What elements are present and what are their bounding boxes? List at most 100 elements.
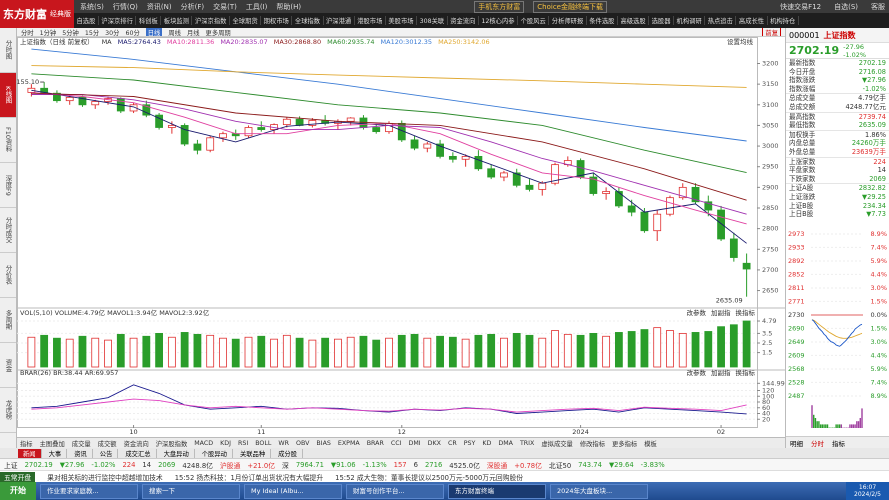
nav-tab[interactable]: 科创板	[136, 16, 162, 25]
top-right-item[interactable]: 客服	[871, 2, 886, 11]
quote-tab[interactable]: 指标	[832, 440, 845, 448]
period-button[interactable]: 15分	[84, 29, 100, 37]
indicator-tab[interactable]: KDJ	[220, 439, 231, 447]
nav-tab[interactable]: 条件选股	[587, 16, 618, 25]
nav-tab[interactable]: 沪深京排行	[99, 16, 137, 25]
period-button[interactable]: 更多周期	[205, 29, 231, 37]
bottom-tab[interactable]: 新闻	[18, 448, 42, 458]
nav-tab[interactable]: 资金流向	[448, 16, 479, 25]
adjust-button[interactable]: 前复	[762, 28, 781, 36]
indicator-tab[interactable]: 成交量	[71, 440, 91, 448]
menu-item[interactable]: 分析(F)	[180, 2, 205, 11]
bottom-tab[interactable]: 公告	[95, 448, 119, 458]
sidebar-tab[interactable]: 分价表	[0, 253, 16, 298]
period-button[interactable]: 分时	[21, 29, 34, 37]
indicator-tab[interactable]: 修改指标	[579, 440, 606, 448]
indicator-tab[interactable]: 成交额	[97, 440, 117, 448]
period-button[interactable]: 60分	[125, 29, 140, 37]
bottom-tab[interactable]: 成交汇总	[120, 448, 157, 458]
bottom-tab[interactable]: 关联品种	[235, 448, 272, 458]
nav-tab[interactable]: 12核心内参	[479, 16, 519, 25]
nav-tab[interactable]: 港股市场	[355, 16, 386, 25]
ticker-item[interactable]: 果对相关标的进行监控中超越增加技术	[47, 473, 163, 482]
period-button[interactable]: 月线	[186, 29, 200, 37]
taskbar-app[interactable]: 2024年大盘板块...	[550, 483, 648, 499]
nav-tab[interactable]: 板块监测	[161, 16, 193, 25]
indicator-tab[interactable]: WR	[278, 439, 289, 447]
indicator-tab[interactable]: BRAR	[366, 439, 384, 447]
indicator-tab[interactable]: BIAS	[316, 439, 331, 447]
indicator-tab[interactable]: 指标	[20, 440, 33, 448]
start-button[interactable]: 开始	[0, 482, 36, 500]
menu-item[interactable]: 资讯(N)	[146, 2, 172, 11]
nav-tab[interactable]: 热点追击	[705, 16, 737, 25]
top-right-item[interactable]: 自选(S)	[834, 2, 859, 11]
quote-tab[interactable]: 分时	[811, 440, 824, 448]
indicator-tab[interactable]: MACD	[194, 439, 214, 447]
period-button[interactable]: 周线	[168, 29, 181, 37]
indicator-tab[interactable]: PSY	[463, 439, 476, 447]
period-button[interactable]: 日线	[145, 28, 163, 37]
menu-item[interactable]: 行情(Q)	[112, 2, 138, 11]
indicator-tab[interactable]: EXPMA	[337, 439, 360, 447]
nav-tab[interactable]: 高级选股	[618, 16, 650, 25]
period-button[interactable]: 1分钟	[39, 29, 57, 37]
indicator-tab[interactable]: BOLL	[255, 439, 272, 447]
bottom-tab[interactable]: 大盘异动	[159, 448, 195, 458]
nav-tab[interactable]: 机构持仓	[768, 16, 799, 25]
sidebar-tab[interactable]: 分时图	[0, 28, 16, 73]
quote-tab[interactable]: 明细	[790, 440, 803, 448]
nav-tab[interactable]: 机构调研	[674, 16, 706, 25]
sidebar-tab[interactable]: 多周期	[0, 298, 16, 343]
taskbar-app[interactable]: 东方财富终端	[448, 483, 546, 499]
sidebar-tab[interactable]: 资金	[0, 343, 16, 388]
indicator-tab[interactable]: DMA	[498, 439, 513, 447]
indicator-tab[interactable]: 模板	[644, 440, 657, 448]
sidebar-tab[interactable]: 龙虎榜	[0, 388, 16, 433]
nav-tab[interactable]: 沪深港通	[324, 16, 355, 25]
sidebar-tab[interactable]: 深度F9	[0, 163, 16, 208]
indicator-tab[interactable]: 沪深股指数	[155, 440, 188, 448]
nav-tab[interactable]: 沪深京指数	[192, 16, 230, 25]
taskbar-app[interactable]: 作业要求家庭教...	[40, 483, 138, 499]
nav-tab[interactable]: 308关联	[417, 16, 448, 25]
bottom-tab[interactable]: 个股异动	[197, 448, 233, 458]
bottom-tab[interactable]: 资讯	[69, 448, 93, 458]
nav-tab[interactable]: 高成长性	[736, 16, 768, 25]
menu-item[interactable]: 系统(S)	[80, 2, 104, 11]
menu-item[interactable]: 交易(T)	[213, 2, 237, 11]
indicator-tab[interactable]: OBV	[296, 439, 310, 447]
ticker-item[interactable]: 15:52 扬杰科技：1月份订单出货状况有大幅提升	[174, 473, 324, 482]
indicator-tab[interactable]: 虚拟成交量	[541, 440, 573, 448]
indicator-tab[interactable]: KD	[482, 439, 492, 447]
top-link[interactable]: 手机东方财富	[474, 0, 525, 13]
nav-tab[interactable]: 自选股	[74, 16, 99, 25]
bottom-tab[interactable]: 成分股	[273, 448, 304, 458]
menu-item[interactable]: 帮助(H)	[276, 2, 302, 11]
period-button[interactable]: 5分钟	[62, 29, 79, 37]
nav-tab[interactable]: 全球期货	[230, 16, 262, 25]
indicator-tab[interactable]: CR	[447, 439, 457, 447]
menu-item[interactable]: 工具(I)	[245, 2, 268, 11]
indicator-tab[interactable]: CCI	[390, 439, 402, 447]
indicator-tab[interactable]: 主图叠加	[39, 440, 65, 448]
sidebar-tab[interactable]: 分时成交	[0, 208, 16, 253]
indicator-tab[interactable]: DKX	[427, 439, 441, 447]
indicator-tab[interactable]: 资金流向	[123, 440, 149, 448]
taskbar-app[interactable]: My Ideal (Albu...	[244, 483, 342, 499]
nav-tab[interactable]: 选股器	[649, 16, 675, 25]
nav-tab[interactable]: 全球指数	[292, 16, 324, 25]
top-right-item[interactable]: 快速交易F12	[780, 2, 822, 11]
bottom-tab[interactable]: 大事	[44, 448, 68, 458]
indicator-tab[interactable]: TRIX	[519, 439, 535, 447]
taskbar-app[interactable]: 搜索一下	[142, 483, 240, 499]
sidebar-tab[interactable]: K线图	[0, 73, 16, 118]
nav-tab[interactable]: 分析师研报	[549, 16, 587, 25]
period-button[interactable]: 30分	[105, 29, 120, 37]
nav-tab[interactable]: 个股风云	[518, 16, 550, 25]
nav-tab[interactable]: 美股市场	[386, 16, 418, 25]
top-link[interactable]: Choice金融终端下载	[533, 0, 607, 13]
nav-tab[interactable]: 期权市场	[261, 16, 293, 25]
ticker-item[interactable]: 15:52 成大生物：董事长提议以2500万元-5000万元回购股份	[335, 473, 524, 482]
sidebar-tab[interactable]: F10资料	[0, 118, 16, 163]
